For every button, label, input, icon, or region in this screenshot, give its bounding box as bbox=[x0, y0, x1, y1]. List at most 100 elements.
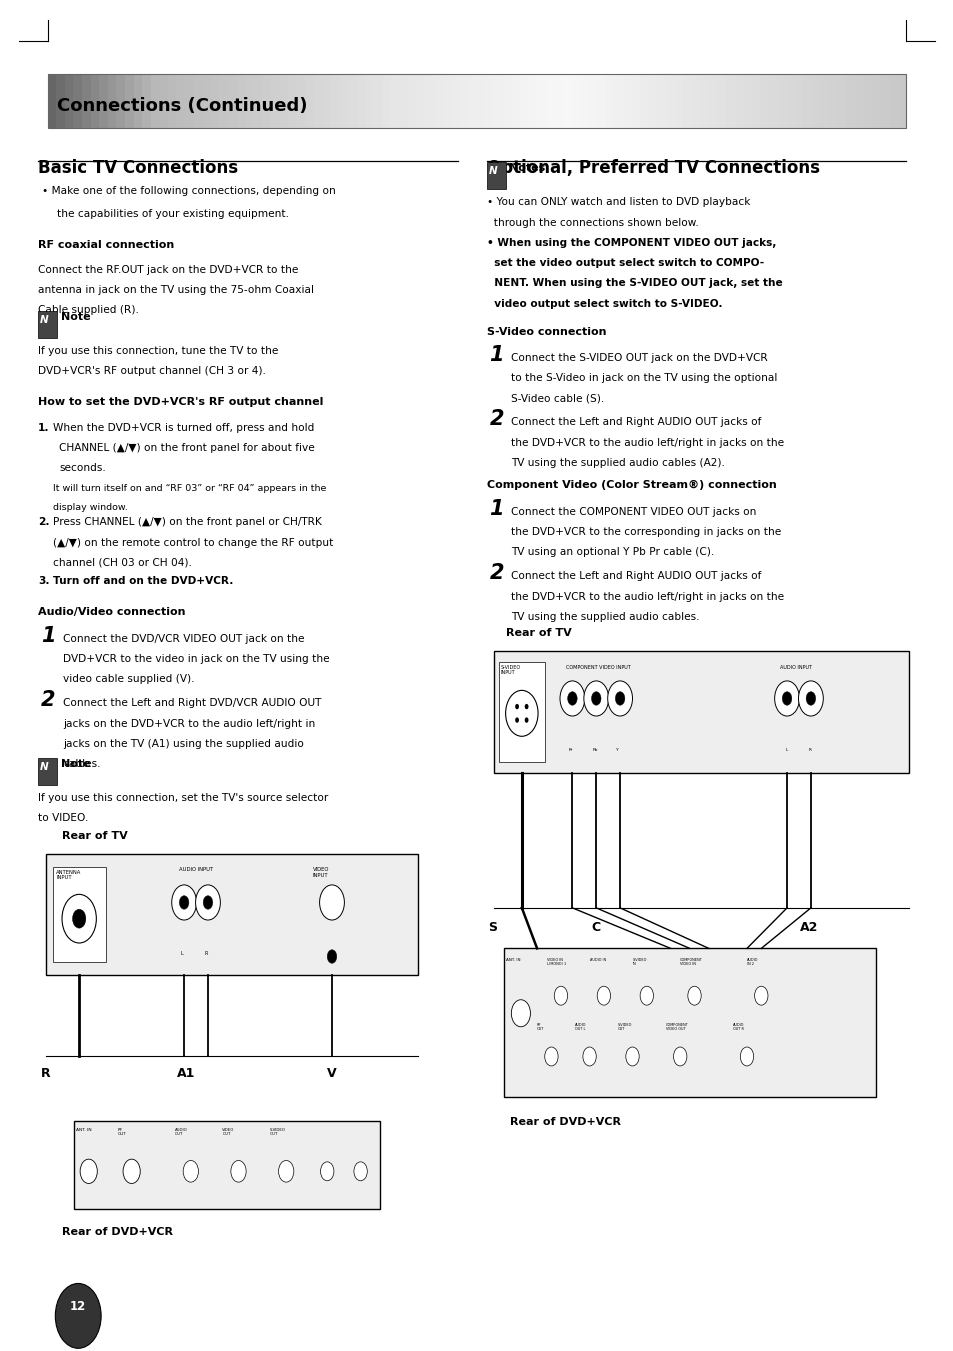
Bar bbox=[854, 74, 863, 128]
Text: It will turn itself on and “RF 03” or “RF 04” appears in the: It will turn itself on and “RF 03” or “R… bbox=[53, 484, 327, 493]
Text: 12: 12 bbox=[70, 1300, 87, 1313]
Text: jacks on the TV (A1) using the supplied audio: jacks on the TV (A1) using the supplied … bbox=[63, 739, 303, 748]
Circle shape bbox=[544, 1047, 558, 1066]
Text: C: C bbox=[591, 921, 600, 935]
Circle shape bbox=[524, 704, 528, 709]
Text: 2: 2 bbox=[489, 409, 503, 430]
Bar bbox=[133, 74, 143, 128]
Bar bbox=[845, 74, 855, 128]
Text: Note: Note bbox=[61, 759, 91, 769]
Bar bbox=[65, 74, 74, 128]
Text: AUDIO INPUT: AUDIO INPUT bbox=[780, 665, 812, 670]
Bar bbox=[639, 74, 649, 128]
Text: AUDIO IN: AUDIO IN bbox=[589, 958, 605, 962]
Text: • When using the COMPONENT VIDEO OUT jacks,: • When using the COMPONENT VIDEO OUT jac… bbox=[486, 238, 775, 247]
Text: VIDEO
OUT: VIDEO OUT bbox=[222, 1128, 234, 1136]
Text: video cable supplied (V).: video cable supplied (V). bbox=[63, 674, 194, 684]
Text: Notes: Notes bbox=[509, 163, 545, 173]
Bar bbox=[425, 74, 435, 128]
Text: TV using the supplied audio cables.: TV using the supplied audio cables. bbox=[511, 612, 700, 621]
Text: If you use this connection, tune the TV to the: If you use this connection, tune the TV … bbox=[38, 346, 278, 355]
Text: to the S-Video in jack on the TV using the optional: to the S-Video in jack on the TV using t… bbox=[511, 373, 777, 382]
Bar bbox=[348, 74, 357, 128]
Text: Y: Y bbox=[616, 748, 618, 753]
Text: 1: 1 bbox=[41, 626, 55, 646]
Text: L: L bbox=[784, 748, 786, 753]
Bar bbox=[725, 74, 735, 128]
Bar bbox=[288, 74, 297, 128]
Circle shape bbox=[278, 1161, 294, 1182]
Text: DVD+VCR's RF output channel (CH 3 or 4).: DVD+VCR's RF output channel (CH 3 or 4). bbox=[38, 366, 266, 376]
Text: V: V bbox=[327, 1067, 336, 1081]
Bar bbox=[74, 1121, 379, 1209]
Circle shape bbox=[511, 1000, 530, 1027]
Circle shape bbox=[62, 894, 96, 943]
Bar bbox=[176, 74, 186, 128]
Bar bbox=[494, 74, 503, 128]
Bar bbox=[734, 74, 743, 128]
Text: Note: Note bbox=[61, 312, 91, 322]
Circle shape bbox=[515, 704, 518, 709]
Bar bbox=[314, 74, 323, 128]
Bar bbox=[262, 74, 272, 128]
Text: ANT. IN: ANT. IN bbox=[505, 958, 519, 962]
Text: jacks on the DVD+VCR to the audio left/right in: jacks on the DVD+VCR to the audio left/r… bbox=[63, 719, 314, 728]
Bar bbox=[193, 74, 203, 128]
Text: RF
OUT: RF OUT bbox=[117, 1128, 126, 1136]
Text: A1: A1 bbox=[176, 1067, 194, 1081]
Bar bbox=[503, 948, 875, 1097]
FancyBboxPatch shape bbox=[38, 311, 57, 338]
Bar bbox=[331, 74, 340, 128]
Text: display window.: display window. bbox=[53, 503, 128, 512]
Text: COMPONENT
VIDEO OUT: COMPONENT VIDEO OUT bbox=[665, 1023, 688, 1031]
Text: Basic TV Connections: Basic TV Connections bbox=[38, 159, 238, 177]
Bar bbox=[708, 74, 718, 128]
Text: Connect the Left and Right DVD/VCR AUDIO OUT: Connect the Left and Right DVD/VCR AUDIO… bbox=[63, 698, 321, 708]
Text: NENT. When using the S-VIDEO OUT jack, set the: NENT. When using the S-VIDEO OUT jack, s… bbox=[486, 278, 781, 288]
Text: Connect the COMPONENT VIDEO OUT jacks on: Connect the COMPONENT VIDEO OUT jacks on bbox=[511, 507, 756, 516]
FancyBboxPatch shape bbox=[486, 162, 505, 189]
Text: AUDIO
IN 2: AUDIO IN 2 bbox=[746, 958, 758, 966]
Text: L: L bbox=[180, 951, 183, 957]
Bar bbox=[871, 74, 881, 128]
Bar bbox=[391, 74, 400, 128]
Text: VIDEO IN
L(MONO) 1: VIDEO IN L(MONO) 1 bbox=[546, 958, 565, 966]
Bar bbox=[279, 74, 289, 128]
Text: Connections (Continued): Connections (Continued) bbox=[57, 97, 308, 115]
Bar bbox=[382, 74, 392, 128]
Bar bbox=[888, 74, 898, 128]
Text: Rear of TV: Rear of TV bbox=[505, 628, 571, 638]
Circle shape bbox=[774, 681, 799, 716]
Text: S-VIDEO
OUT: S-VIDEO OUT bbox=[270, 1128, 286, 1136]
Bar bbox=[459, 74, 469, 128]
Text: Cable supplied (R).: Cable supplied (R). bbox=[38, 305, 139, 315]
Text: Audio/Video connection: Audio/Video connection bbox=[38, 607, 186, 616]
Text: Pb: Pb bbox=[592, 748, 598, 753]
Text: TV using an optional Y Pb Pr cable (C).: TV using an optional Y Pb Pr cable (C). bbox=[511, 547, 714, 557]
Text: 1: 1 bbox=[489, 345, 503, 365]
Circle shape bbox=[505, 690, 537, 736]
Text: R: R bbox=[204, 951, 208, 957]
Bar bbox=[674, 74, 683, 128]
Bar bbox=[742, 74, 752, 128]
Text: When the DVD+VCR is turned off, press and hold: When the DVD+VCR is turned off, press an… bbox=[53, 423, 314, 432]
Circle shape bbox=[554, 986, 567, 1005]
Bar bbox=[108, 74, 117, 128]
Text: Turn off and on the DVD+VCR.: Turn off and on the DVD+VCR. bbox=[53, 576, 233, 585]
Text: 3.: 3. bbox=[38, 576, 50, 585]
Circle shape bbox=[559, 681, 584, 716]
Text: 2.: 2. bbox=[38, 517, 50, 527]
Circle shape bbox=[583, 681, 608, 716]
Text: Connect the Left and Right AUDIO OUT jacks of: Connect the Left and Right AUDIO OUT jac… bbox=[511, 417, 760, 427]
Bar bbox=[46, 854, 417, 975]
Bar bbox=[657, 74, 666, 128]
Circle shape bbox=[172, 885, 196, 920]
Text: the DVD+VCR to the audio left/right in jacks on the: the DVD+VCR to the audio left/right in j… bbox=[511, 592, 783, 601]
Text: Connect the Left and Right AUDIO OUT jacks of: Connect the Left and Right AUDIO OUT jac… bbox=[511, 571, 760, 581]
Text: A2: A2 bbox=[799, 921, 817, 935]
Text: to VIDEO.: to VIDEO. bbox=[38, 813, 89, 823]
Text: video output select switch to S-VIDEO.: video output select switch to S-VIDEO. bbox=[486, 299, 721, 308]
Bar bbox=[356, 74, 366, 128]
Circle shape bbox=[123, 1159, 140, 1183]
Bar bbox=[211, 74, 220, 128]
